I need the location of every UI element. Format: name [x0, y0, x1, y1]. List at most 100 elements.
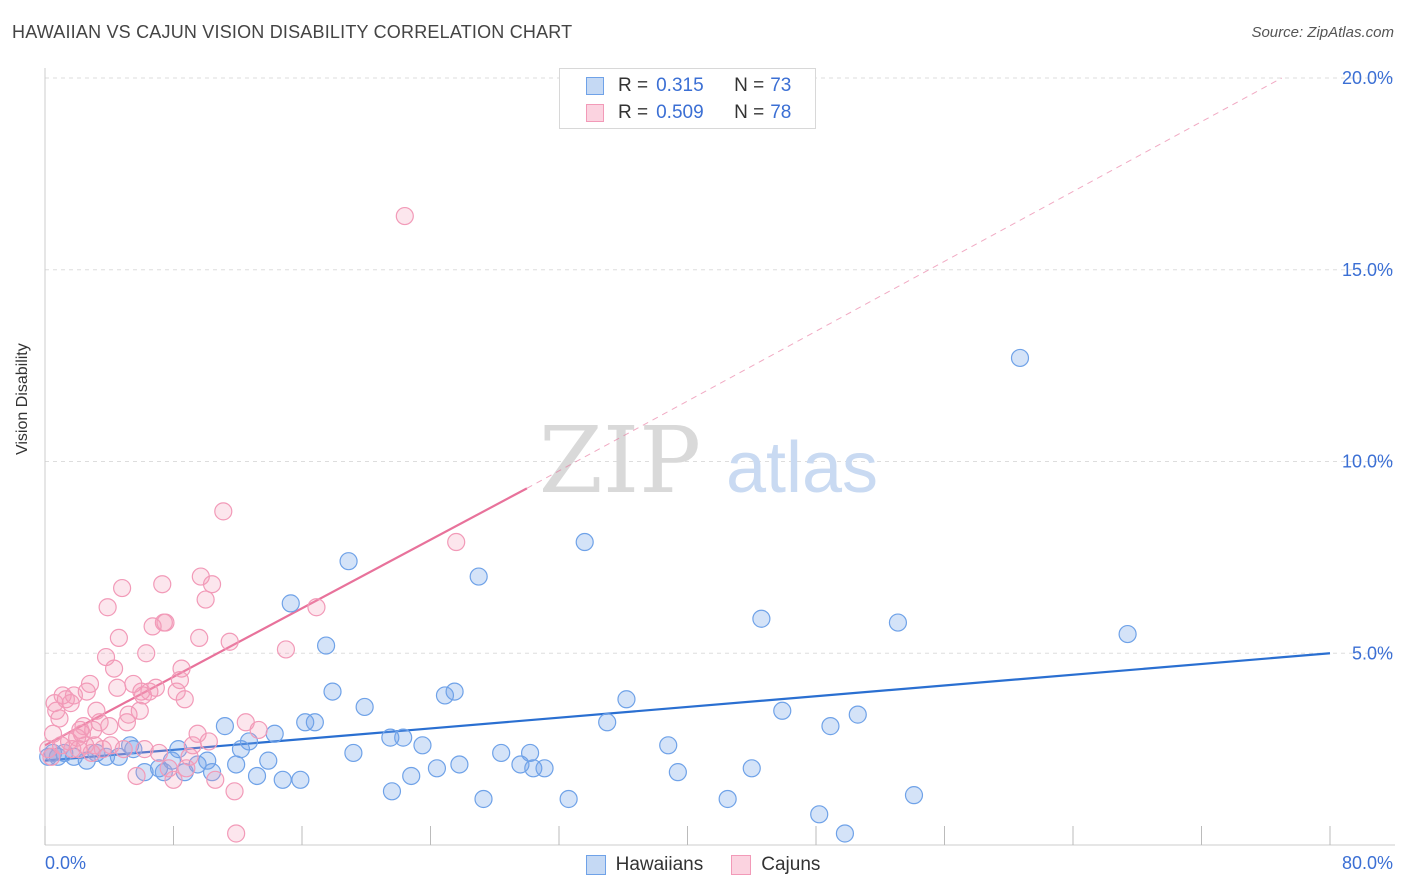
point-cajuns	[109, 628, 128, 648]
legend-label-cajuns: Cajuns	[761, 854, 821, 875]
point-hawaiians	[198, 751, 217, 770]
trendline-cajuns	[526, 77, 1283, 489]
legend-swatch-cajuns	[731, 855, 752, 875]
point-cajuns	[202, 575, 222, 594]
legend-label-hawaiians: Hawaiians	[615, 854, 704, 875]
point-cajuns	[395, 206, 414, 226]
point-cajuns	[87, 701, 106, 720]
point-cajuns	[249, 720, 268, 740]
r-value: 0.315	[656, 75, 704, 96]
point-hawaiians	[821, 717, 840, 736]
point-cajuns	[307, 598, 326, 617]
point-hawaiians	[265, 724, 284, 743]
point-hawaiians	[427, 759, 447, 778]
point-hawaiians	[402, 766, 421, 786]
r-value: 0.509	[656, 102, 704, 123]
point-cajuns	[172, 659, 191, 678]
point-cajuns	[175, 690, 194, 709]
point-cajuns	[135, 740, 154, 759]
trendline-cajuns	[44, 487, 528, 747]
point-hawaiians	[835, 824, 855, 843]
point-cajuns	[177, 759, 196, 778]
legend-item-cajuns[interactable]: Cajuns	[731, 854, 820, 876]
point-cajuns	[447, 532, 466, 552]
y-tick-label: 20.0%	[1342, 68, 1393, 88]
r-label: R =	[618, 75, 649, 96]
series-legend: Hawaiians Cajuns	[0, 852, 1406, 878]
point-cajuns	[50, 709, 69, 728]
source-label: Source: ZipAtlas.com	[1251, 24, 1394, 41]
y-tick-label: 10.0%	[1342, 452, 1393, 472]
n-value: 78	[770, 102, 792, 123]
point-hawaiians	[305, 713, 324, 732]
x-tick-label: 80.0%	[1342, 853, 1393, 873]
point-hawaiians	[492, 743, 511, 763]
point-cajuns	[98, 598, 117, 617]
legend-row-hawaiians: R = 0.315 N = 73	[586, 75, 791, 97]
point-hawaiians	[339, 552, 358, 571]
point-hawaiians	[1010, 348, 1030, 368]
point-hawaiians	[888, 613, 908, 632]
point-hawaiians	[355, 697, 374, 717]
watermark: ZIP atlas	[539, 407, 878, 514]
point-cajuns	[227, 824, 246, 843]
point-hawaiians	[323, 682, 342, 701]
point-cajuns	[199, 732, 218, 751]
point-cajuns	[190, 628, 209, 648]
point-cajuns	[119, 705, 138, 724]
point-hawaiians	[742, 759, 761, 778]
point-cajuns	[159, 759, 178, 778]
point-hawaiians	[752, 609, 771, 628]
grid-lines	[45, 77, 1395, 654]
point-hawaiians	[316, 636, 336, 655]
point-cajuns	[72, 724, 92, 743]
point-cajuns	[276, 640, 296, 659]
point-cajuns	[180, 747, 199, 766]
point-hawaiians	[259, 751, 278, 770]
point-hawaiians	[904, 786, 924, 805]
point-cajuns	[114, 740, 133, 759]
point-cajuns	[132, 682, 151, 701]
trend-lines	[44, 77, 1331, 762]
point-hawaiians	[559, 789, 578, 809]
point-hawaiians	[273, 770, 292, 789]
point-hawaiians	[575, 532, 594, 552]
point-hawaiians	[435, 686, 455, 705]
point-cajuns	[100, 717, 119, 736]
point-hawaiians	[296, 713, 315, 732]
n-label: N =	[734, 75, 765, 96]
legend-swatch-hawaiians	[585, 855, 606, 875]
y-tick-label: 5.0%	[1352, 643, 1393, 663]
watermark-atlas: atlas	[726, 428, 878, 508]
point-cajuns	[170, 670, 190, 690]
point-cajuns	[149, 743, 169, 763]
watermark-zip: ZIP	[539, 407, 701, 514]
point-cajuns	[130, 701, 149, 720]
point-cajuns	[85, 736, 104, 755]
chart-title: HAWAIIAN VS CAJUN VISION DISABILITY CORR…	[12, 22, 573, 42]
r-label: R =	[618, 102, 649, 123]
legend-item-hawaiians[interactable]: Hawaiians	[585, 854, 704, 876]
n-label: N =	[734, 102, 765, 123]
legend-row-cajuns: R = 0.509 N = 78	[586, 102, 791, 124]
point-hawaiians	[469, 567, 488, 586]
n-value: 73	[770, 75, 792, 96]
point-hawaiians	[381, 728, 400, 747]
point-hawaiians	[382, 782, 402, 801]
point-hawaiians	[281, 594, 300, 613]
point-cajuns	[127, 766, 146, 786]
point-cajuns	[117, 713, 137, 732]
point-hawaiians	[215, 717, 234, 736]
tick-labels: 5.0% 10.0% 15.0% 20.0% 0.0% 80.0%	[45, 68, 1393, 873]
axes	[44, 68, 1395, 846]
point-cajuns	[196, 590, 215, 609]
point-cajuns	[206, 770, 225, 789]
point-cajuns	[76, 736, 95, 755]
point-hawaiians	[1118, 624, 1137, 644]
point-cajuns	[146, 678, 165, 697]
point-cajuns	[90, 713, 109, 732]
point-hawaiians	[535, 759, 554, 778]
point-hawaiians	[773, 701, 792, 720]
point-cajuns	[137, 644, 156, 663]
point-hawaiians	[848, 705, 867, 724]
